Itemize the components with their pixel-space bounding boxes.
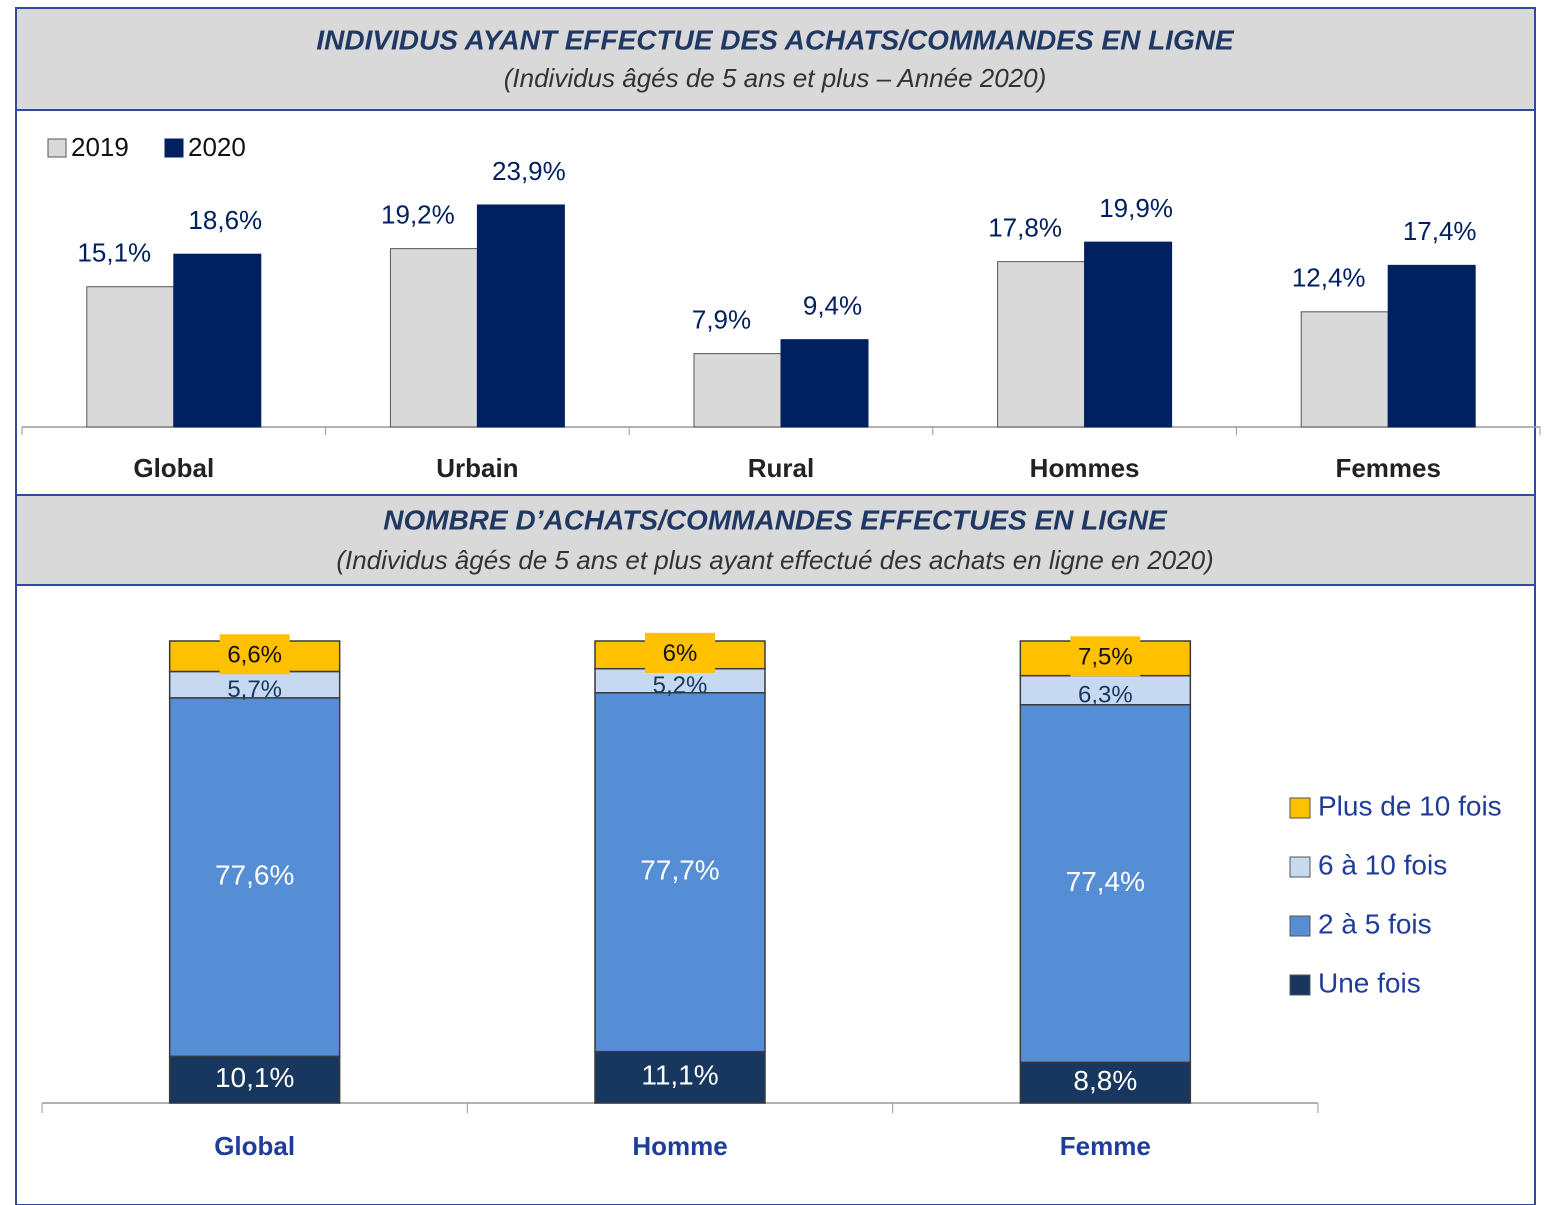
x-tick-label: Homme: [632, 1131, 727, 1161]
legend-swatch: [1289, 974, 1311, 996]
legend-swatch: [1289, 915, 1311, 937]
data-label: 10,1%: [215, 1062, 294, 1093]
bar: [173, 253, 262, 428]
data-label: 18,6%: [188, 205, 262, 235]
data-label: 7,9%: [692, 304, 751, 334]
bar: [997, 261, 1086, 428]
data-label: 7,5%: [1078, 644, 1133, 671]
data-label: 77,6%: [215, 859, 294, 890]
bar-segment: [1019, 704, 1192, 1064]
data-label: 9,4%: [803, 291, 862, 321]
data-label: 8,8%: [1073, 1065, 1137, 1096]
data-label: 6,3%: [1078, 682, 1133, 709]
legend-swatch: [164, 138, 184, 158]
x-tick-label: Global: [133, 453, 214, 483]
data-label: 12,4%: [1292, 263, 1366, 293]
bar-segment: [168, 697, 341, 1058]
bar-segment: [168, 1055, 341, 1104]
label-box: [645, 632, 715, 673]
legend-swatch: [47, 138, 67, 158]
legend-label: Une fois: [1318, 967, 1421, 998]
bar: [389, 248, 478, 428]
data-label: 5,2%: [653, 672, 708, 699]
x-tick-label: Femmes: [1335, 453, 1441, 483]
label-box: [1070, 636, 1141, 677]
data-label: 77,4%: [1066, 866, 1145, 897]
legend-label: 2019: [71, 132, 129, 162]
bar-segment: [594, 691, 766, 1053]
data-label: 11,1%: [641, 1060, 718, 1091]
bar: [476, 204, 565, 428]
legend-swatch: [1289, 856, 1311, 878]
bar-segment: [1019, 674, 1192, 706]
data-label: 19,2%: [381, 200, 455, 230]
data-label: 6%: [663, 640, 698, 667]
chart-subtitle: (Individus âgés de 5 ans et plus ayant e…: [336, 545, 1213, 575]
data-label: 17,8%: [988, 213, 1062, 243]
legend-swatch: [1289, 797, 1311, 819]
x-tick-label: Femme: [1060, 1131, 1151, 1161]
bar-segment: [594, 1050, 766, 1104]
title-box: [15, 7, 1536, 111]
legend-label: 2020: [188, 132, 246, 162]
x-tick-label: Urbain: [436, 453, 518, 483]
bar: [780, 339, 869, 428]
legend-label: 2 à 5 fois: [1318, 908, 1432, 939]
x-tick-label: Rural: [748, 453, 814, 483]
bar: [693, 353, 782, 428]
data-label: 15,1%: [77, 238, 151, 268]
bar: [1084, 241, 1173, 428]
legend-label: 6 à 10 fois: [1318, 849, 1447, 880]
data-label: 19,9%: [1099, 193, 1173, 223]
legend-label: Plus de 10 fois: [1318, 790, 1502, 821]
title-box: [15, 494, 1536, 586]
chart-subtitle: (Individus âgés de 5 ans et plus – Année…: [504, 63, 1047, 93]
data-label: 5,7%: [227, 676, 282, 703]
label-box: [219, 634, 290, 675]
data-label: 23,9%: [492, 156, 566, 186]
bar: [86, 286, 175, 428]
data-label: 6,6%: [227, 642, 282, 669]
bar: [1300, 311, 1389, 428]
chart-title: INDIVIDUS AYANT EFFECTUE DES ACHATS/COMM…: [316, 24, 1235, 55]
x-tick-label: Global: [214, 1131, 295, 1161]
bar: [1387, 264, 1476, 428]
chart-title: NOMBRE D’ACHATS/COMMANDES EFFECTUES EN L…: [383, 504, 1168, 535]
data-label: 77,7%: [640, 855, 719, 886]
x-tick-label: Hommes: [1030, 453, 1140, 483]
bar-segment: [168, 670, 341, 699]
data-label: 17,4%: [1403, 216, 1477, 246]
